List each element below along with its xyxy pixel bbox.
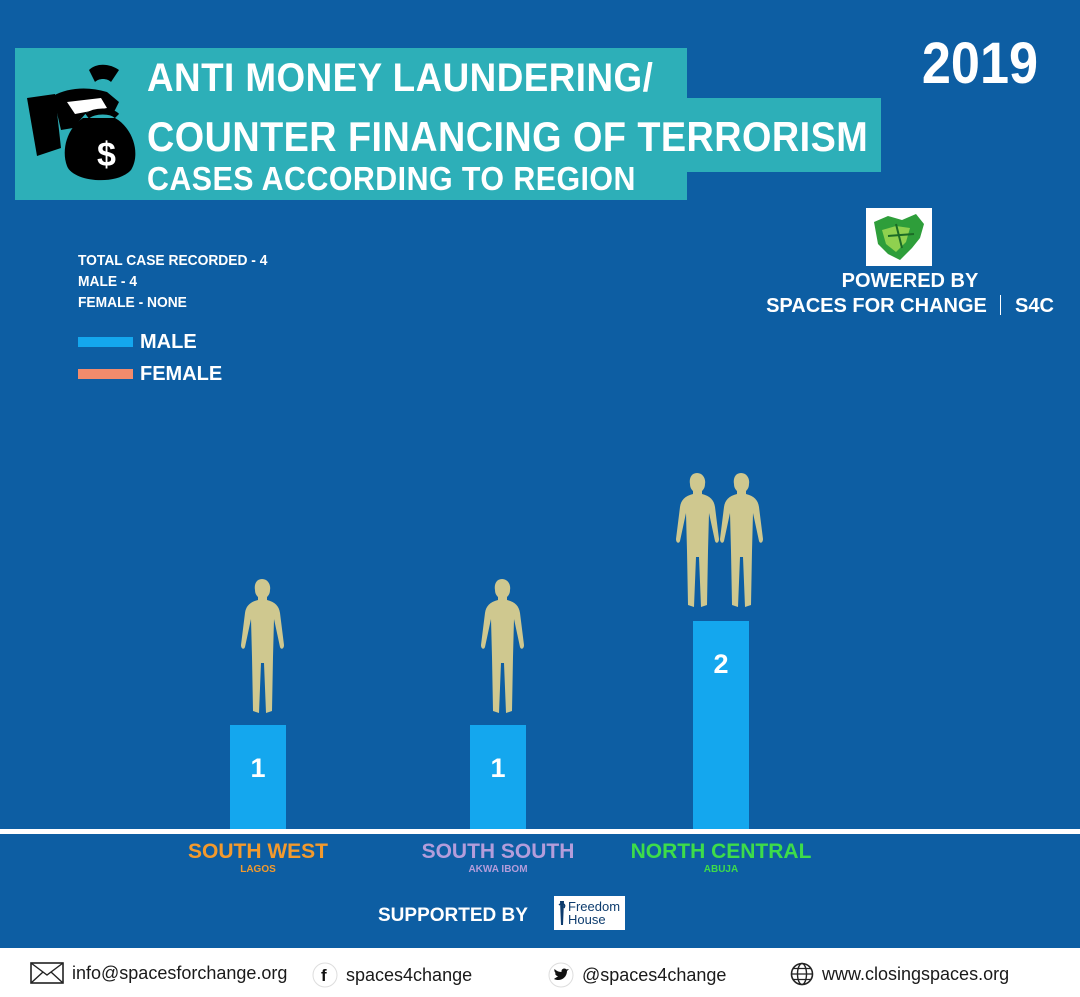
divider: [1000, 295, 1002, 315]
data-label-1: 1: [250, 753, 265, 783]
stat-male: MALE - 4: [78, 273, 138, 290]
freedom-house-logo-line1: Freedom: [568, 899, 621, 914]
category-label-3: NORTH CENTRAL: [631, 840, 812, 863]
person-silhouette-icon: [720, 473, 763, 607]
powered-by-label: POWERED BY: [841, 270, 979, 292]
freedom-house-logo: Freedom House: [554, 896, 625, 930]
footer: info@spacesforchange.org f spaces4change…: [0, 948, 1080, 997]
chart-legend: MALE FEMALE: [78, 326, 222, 390]
data-label-2: 1: [490, 753, 505, 783]
legend-swatch-male: [78, 337, 133, 347]
nigeria-map-logo: [866, 208, 932, 266]
year-label: 2019: [921, 31, 1038, 96]
money-bag-icon: $: [27, 64, 136, 181]
person-silhouette-icon: [241, 579, 284, 713]
category-label-1: SOUTH WEST: [188, 840, 328, 863]
freedom-house-logo-line2: House: [568, 912, 606, 927]
person-silhouette-icon: [481, 579, 524, 713]
footer-website[interactable]: www.closingspaces.org: [790, 962, 1009, 986]
chart-subtitle: CASES ACCORDING TO REGION: [147, 160, 636, 197]
chart-baseline: [0, 829, 1080, 834]
legend-label-male: MALE: [140, 330, 197, 353]
legend-label-female: FEMALE: [140, 362, 223, 385]
svg-text:f: f: [321, 966, 327, 985]
footer-twitter-text[interactable]: @spaces4change: [582, 964, 727, 985]
chart-title-line1: ANTI MONEY LAUNDERING/: [147, 56, 654, 100]
legend-item-male: MALE: [78, 326, 222, 358]
stat-female: FEMALE - NONE: [78, 294, 187, 311]
legend-swatch-female: [78, 369, 133, 379]
footer-email[interactable]: info@spacesforchange.org: [30, 962, 287, 984]
legend-item-female: FEMALE: [78, 358, 222, 390]
footer-twitter[interactable]: @spaces4change: [548, 962, 726, 988]
subcategory-label-2: AKWA IBOM: [468, 864, 527, 875]
chart-title-line2: COUNTER FINANCING OF TERRORISM: [147, 113, 869, 160]
svg-text:$: $: [97, 136, 116, 174]
subcategory-label-1: LAGOS: [240, 864, 276, 875]
footer-facebook[interactable]: f spaces4change: [312, 962, 472, 988]
stat-total: TOTAL CASE RECORDED - 4: [78, 252, 268, 269]
powered-by-org: SPACES FOR CHANGE S4C: [760, 295, 1060, 318]
supported-by-label: SUPPORTED BY: [378, 905, 528, 926]
title-banner-strip: [15, 48, 687, 104]
footer-website-text[interactable]: www.closingspaces.org: [822, 963, 1010, 984]
footer-facebook-text[interactable]: spaces4change: [346, 964, 473, 985]
facebook-icon: f: [312, 962, 338, 988]
twitter-icon: [548, 962, 574, 988]
bar-2: [470, 725, 526, 829]
data-label-3: 2: [713, 649, 728, 679]
category-label-2: SOUTH SOUTH: [422, 840, 575, 863]
powered-by-org-name: SPACES FOR CHANGE: [766, 295, 987, 317]
powered-by-org-abbr: S4C: [1014, 295, 1054, 317]
person-silhouette-icon: [676, 473, 719, 607]
globe-icon: [790, 962, 814, 986]
case-stats: TOTAL CASE RECORDED - 4 MALE - 4 FEMALE …: [78, 250, 267, 313]
envelope-icon: [30, 962, 64, 984]
bar-1: [230, 725, 286, 829]
bar-3: [693, 621, 749, 829]
footer-email-text[interactable]: info@spacesforchange.org: [72, 962, 288, 983]
subcategory-label-3: ABUJA: [704, 864, 738, 875]
